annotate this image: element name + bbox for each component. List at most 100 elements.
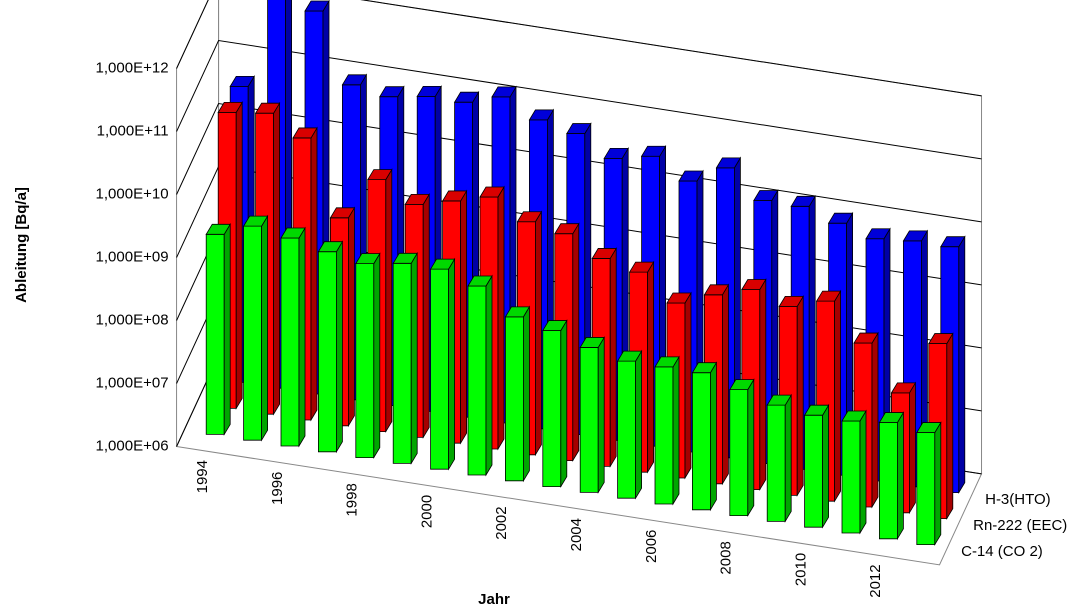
bar-top [329,207,356,219]
bar-side-shade [909,382,916,513]
bar-top [355,253,381,265]
y-tick-label: 1,000E+12 [96,59,169,76]
bar [691,361,718,512]
bar-side-shade [560,320,567,487]
bar-side-shade [348,207,355,426]
bar-top [367,169,393,181]
bar-side-shade [759,279,766,490]
bar-side-shade [299,228,305,446]
bar-top [691,362,718,374]
bar-top-shade [379,86,404,97]
bar-top [217,101,243,113]
bar-top-shade [928,333,953,344]
x-tick-label: 2008 [718,541,735,574]
grid-line [176,39,982,160]
bar-top [504,306,531,318]
bar-top [803,404,830,416]
bar-side-shade [423,194,430,438]
bar-top [491,86,517,98]
bar-side-shade [224,224,231,435]
x-tick-label: 2012 [867,564,884,597]
bar-top-shade [767,395,792,406]
bar-top [341,74,368,86]
bar-top-shade [318,241,343,252]
bar-top-shade [842,410,866,421]
bar-side-shade [610,248,617,467]
bar-top [666,292,692,304]
bar-top [616,350,643,362]
bar [579,335,605,494]
bar-top [678,170,704,182]
bar-top [441,190,468,202]
bar [504,305,531,483]
bar [729,378,755,518]
bar-top-shade [804,405,829,416]
bar-top [654,356,680,368]
bar-top-shade [230,76,255,87]
bar-front [916,432,936,545]
bar-top-shade [554,223,579,234]
bar-side-shade [486,276,492,475]
bar-top [542,320,568,331]
legend-label: C-14 (CO 2) [961,543,1043,560]
bar-top-shade [330,207,355,218]
bar-top-shade [393,253,418,264]
bar [916,421,942,547]
bar-side-shade [535,211,542,455]
bar-side-shade [673,356,679,504]
bar-front [355,263,375,459]
bar-top [841,410,867,422]
bar-top-shade [243,216,268,227]
bar [841,409,867,535]
bar-top-shade [480,187,504,197]
bar-front [280,237,300,447]
bar-top-shade [492,86,516,97]
bar-top [429,258,456,270]
bar [205,222,231,436]
bar-top-shade [342,74,367,85]
bar-top [280,227,306,239]
bar-front [579,347,599,493]
bar-top-shade [629,262,654,273]
bar-top [853,332,879,344]
bar-top-shade [866,228,890,239]
bar-top [205,223,231,235]
bar-top-shade [667,292,691,303]
bar-top-shade [940,236,965,247]
bar-side-shade [822,405,829,528]
bar-front [879,422,898,540]
bar [280,226,306,448]
bar-top-shade [655,356,679,367]
bar-top [865,228,891,240]
bar [803,403,830,529]
bar-side-shade [598,337,605,493]
bar-top-shade [566,123,591,134]
bar-side-shade [797,296,804,496]
bar-side-shade [834,291,841,502]
bar-side-shade [523,306,530,481]
bar [654,355,680,506]
bar-top-shade [604,148,629,159]
bar-top [940,236,966,248]
y-tick-label: 1,000E+11 [97,122,169,139]
bar-top [815,290,842,302]
bar-side-shade [747,379,754,516]
bar-top [827,212,854,224]
bar-front [766,404,786,522]
bar-side-shade [460,190,467,444]
bar-side-shade [411,253,418,464]
bar-top [304,0,330,12]
bar-front [467,285,487,476]
bar-top-shade [542,320,567,331]
x-tick-label: 1994 [194,460,211,493]
bar-top-shade [293,127,317,138]
bar [392,251,418,465]
bar-top [715,157,742,169]
bar-top [640,145,667,157]
bar-top-shade [891,382,916,393]
x-tick-label: 2002 [493,506,510,539]
bar-top [890,382,917,394]
bar-top [778,295,804,307]
bar [467,274,493,477]
